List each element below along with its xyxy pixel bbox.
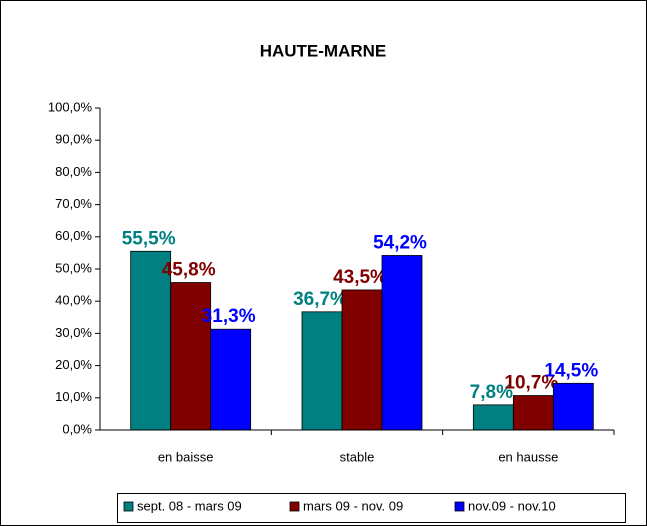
bar: [130, 250, 172, 431]
y-tick-label: 70,0%: [55, 196, 92, 211]
value-label: 45,8%: [162, 260, 216, 281]
legend-box: [117, 493, 626, 523]
bar: [210, 328, 252, 431]
x-tick-label: en hausse: [498, 449, 558, 464]
legend-label: sept. 08 - mars 09: [137, 498, 242, 513]
legend-swatch: [454, 501, 465, 512]
bar: [512, 395, 554, 431]
x-tick-label: en baisse: [158, 449, 214, 464]
y-tick-label: 20,0%: [55, 357, 92, 372]
y-tick-label: 80,0%: [55, 164, 92, 179]
y-tick-label: 10,0%: [55, 389, 92, 404]
bar: [381, 255, 423, 431]
value-label: 54,2%: [373, 232, 427, 253]
bar: [301, 311, 343, 431]
legend-swatch: [123, 501, 134, 512]
value-label: 43,5%: [333, 267, 387, 288]
legend-label: mars 09 - nov. 09: [303, 498, 403, 513]
value-label: 31,3%: [202, 306, 256, 327]
bar: [170, 282, 212, 431]
bar: [552, 382, 594, 431]
bar: [341, 289, 383, 431]
value-label: 36,7%: [293, 289, 347, 310]
value-label: 14,5%: [544, 360, 598, 381]
y-tick-label: 0,0%: [62, 421, 92, 436]
value-label: 7,8%: [470, 382, 513, 403]
bar: [472, 404, 514, 431]
y-tick-label: 60,0%: [55, 228, 92, 243]
y-tick-label: 100,0%: [48, 99, 93, 114]
legend-swatch: [289, 501, 300, 512]
y-tick-label: 50,0%: [55, 260, 92, 275]
y-tick-label: 30,0%: [55, 325, 92, 340]
value-label: 10,7%: [504, 373, 558, 394]
chart-title: HAUTE-MARNE: [260, 41, 387, 60]
y-tick-label: 40,0%: [55, 293, 92, 308]
x-tick-label: stable: [340, 449, 375, 464]
legend-label: nov.09 - nov.10: [468, 498, 556, 513]
value-label: 55,5%: [122, 228, 176, 249]
y-tick-label: 90,0%: [55, 132, 92, 147]
